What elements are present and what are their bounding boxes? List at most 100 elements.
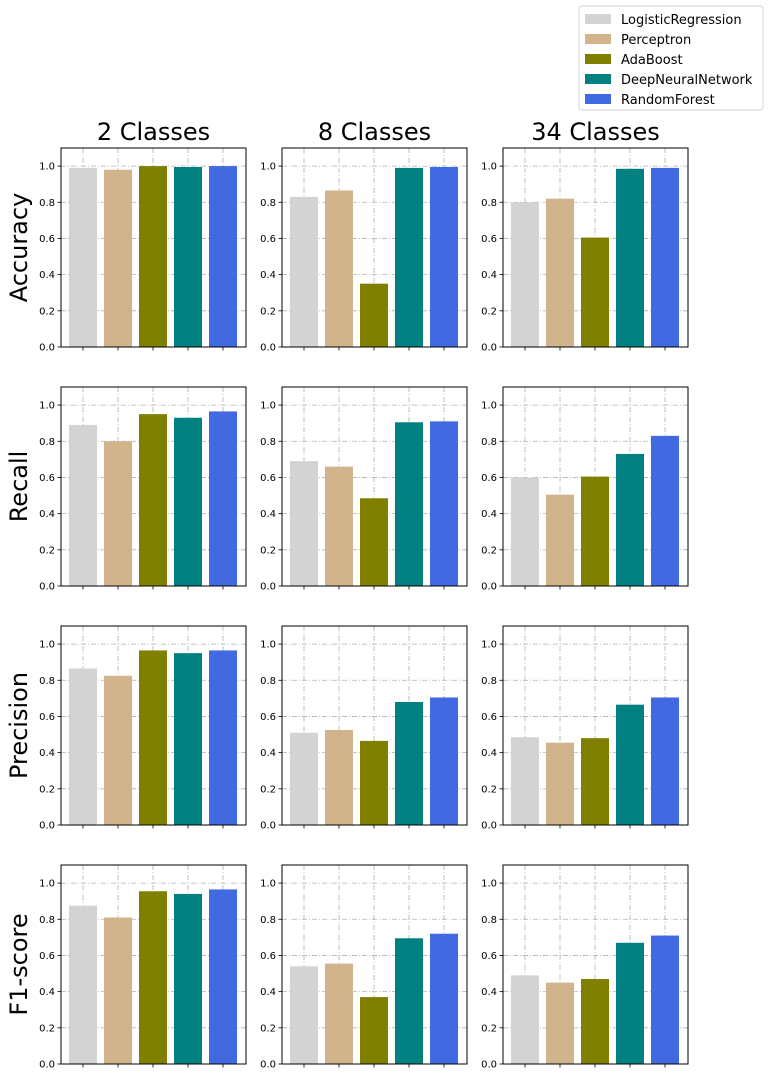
bar-f1-score-34-classes-randomforest bbox=[651, 935, 679, 1064]
y-tick-label: 0.4 bbox=[481, 270, 497, 281]
legend-label-deepneuralnetwork: DeepNeuralNetwork bbox=[621, 73, 753, 88]
legend-label-randomforest: RandomForest bbox=[621, 93, 715, 108]
y-tick-label: 0.0 bbox=[260, 1060, 276, 1071]
bar-precision-8-classes-randomforest bbox=[430, 697, 458, 825]
panel-f1-score-8-classes: 0.0 0.2 0.4 0.6 0.8 1.0 bbox=[260, 864, 468, 1071]
y-tick-label: 0.4 bbox=[39, 270, 55, 281]
bar-precision-34-classes-adaboost bbox=[581, 738, 609, 825]
bar-accuracy-8-classes-logisticregression bbox=[290, 196, 318, 347]
y-tick-label: 0.2 bbox=[481, 1023, 497, 1034]
legend-frame bbox=[578, 5, 764, 111]
y-tick-label: 0.4 bbox=[39, 509, 55, 520]
bar-accuracy-2-classes-deepneuralnetwork bbox=[174, 166, 202, 347]
bar-recall-8-classes-adaboost bbox=[360, 498, 388, 586]
bar-accuracy-2-classes-perceptron bbox=[104, 169, 132, 347]
y-tick-label: 0.4 bbox=[260, 748, 276, 759]
y-tick-label: 0.6 bbox=[39, 951, 55, 962]
bar-f1-score-2-classes-adaboost bbox=[139, 891, 167, 1064]
y-tick-label: 0.6 bbox=[260, 473, 276, 484]
y-tick-label: 0.2 bbox=[39, 545, 55, 556]
y-tick-label: 1.0 bbox=[260, 640, 276, 651]
y-tick-label: 0.8 bbox=[260, 915, 276, 926]
y-tick-label: 0.2 bbox=[260, 1023, 276, 1034]
y-tick-label: 0.0 bbox=[481, 821, 497, 832]
bar-recall-2-classes-deepneuralnetwork bbox=[174, 417, 202, 586]
bar-recall-34-classes-perceptron bbox=[546, 494, 574, 586]
panel-f1-score-34-classes: 0.0 0.2 0.4 0.6 0.8 1.0 bbox=[481, 864, 689, 1071]
bar-recall-2-classes-perceptron bbox=[104, 441, 132, 586]
row-label-f1-score: F1-score bbox=[5, 913, 33, 1015]
y-tick-label: 0.6 bbox=[260, 951, 276, 962]
y-tick-label: 0.6 bbox=[39, 473, 55, 484]
bar-recall-34-classes-randomforest bbox=[651, 435, 679, 586]
bar-recall-2-classes-logisticregression bbox=[69, 424, 97, 586]
bar-precision-34-classes-randomforest bbox=[651, 697, 679, 825]
y-tick-label: 0.0 bbox=[481, 582, 497, 593]
y-tick-label: 1.0 bbox=[39, 879, 55, 890]
bar-accuracy-34-classes-logisticregression bbox=[511, 202, 539, 347]
bar-accuracy-8-classes-perceptron bbox=[325, 190, 353, 347]
panel-accuracy-34-classes: 0.0 0.2 0.4 0.6 0.8 1.0 bbox=[481, 147, 689, 354]
bar-accuracy-2-classes-logisticregression bbox=[69, 167, 97, 347]
y-tick-label: 0.4 bbox=[481, 987, 497, 998]
bar-accuracy-34-classes-randomforest bbox=[651, 167, 679, 347]
bar-precision-8-classes-adaboost bbox=[360, 740, 388, 825]
bar-f1-score-8-classes-randomforest bbox=[430, 933, 458, 1064]
panel-f1-score-2-classes: 0.0 0.2 0.4 0.6 0.8 1.0 bbox=[39, 864, 247, 1071]
column-title-34-classes: 34 Classes bbox=[531, 118, 660, 146]
panel-precision-34-classes: 0.0 0.2 0.4 0.6 0.8 1.0 bbox=[481, 625, 689, 832]
bar-f1-score-34-classes-logisticregression bbox=[511, 975, 539, 1064]
y-tick-label: 0.8 bbox=[260, 437, 276, 448]
bar-accuracy-8-classes-randomforest bbox=[430, 166, 458, 347]
panel-frame bbox=[281, 386, 468, 587]
column-title-8-classes: 8 Classes bbox=[318, 118, 431, 146]
y-tick-label: 0.6 bbox=[481, 473, 497, 484]
bar-f1-score-34-classes-perceptron bbox=[546, 982, 574, 1064]
y-tick-label: 0.6 bbox=[481, 712, 497, 723]
y-tick-label: 0.8 bbox=[39, 437, 55, 448]
bar-precision-2-classes-randomforest bbox=[209, 650, 237, 825]
y-tick-label: 0.2 bbox=[481, 784, 497, 795]
bar-f1-score-2-classes-logisticregression bbox=[69, 905, 97, 1064]
y-tick-label: 0.0 bbox=[39, 821, 55, 832]
panel-frame bbox=[60, 864, 247, 1065]
chart-legend: LogisticRegression Perceptron AdaBoost Deep… bbox=[578, 5, 764, 111]
y-tick-label: 0.0 bbox=[39, 1060, 55, 1071]
y-tick-label: 1.0 bbox=[481, 640, 497, 651]
y-tick-label: 0.4 bbox=[39, 748, 55, 759]
y-tick-label: 0.0 bbox=[481, 343, 497, 354]
legend-swatch-deepneuralnetwork bbox=[585, 74, 611, 84]
panel-frame bbox=[281, 147, 468, 348]
y-tick-label: 0.6 bbox=[481, 234, 497, 245]
bar-precision-2-classes-perceptron bbox=[104, 675, 132, 825]
y-tick-label: 1.0 bbox=[260, 879, 276, 890]
bar-accuracy-34-classes-perceptron bbox=[546, 198, 574, 347]
y-tick-label: 0.8 bbox=[39, 198, 55, 209]
y-tick-label: 0.2 bbox=[39, 306, 55, 317]
bar-f1-score-8-classes-adaboost bbox=[360, 997, 388, 1064]
bar-precision-2-classes-logisticregression bbox=[69, 668, 97, 825]
bar-precision-8-classes-perceptron bbox=[325, 730, 353, 825]
bar-f1-score-8-classes-perceptron bbox=[325, 963, 353, 1064]
row-labels: Accuracy Recall Precision F1-score bbox=[5, 193, 33, 1016]
bar-precision-34-classes-perceptron bbox=[546, 742, 574, 825]
column-titles: 2 Classes 8 Classes 34 Classes bbox=[97, 118, 660, 146]
panel-frame bbox=[281, 625, 468, 826]
y-tick-label: 0.6 bbox=[260, 712, 276, 723]
y-tick-label: 0.4 bbox=[481, 748, 497, 759]
y-tick-label: 0.2 bbox=[39, 784, 55, 795]
bar-f1-score-2-classes-deepneuralnetwork bbox=[174, 893, 202, 1064]
y-tick-label: 0.0 bbox=[481, 1060, 497, 1071]
bar-accuracy-2-classes-randomforest bbox=[209, 166, 237, 347]
bar-f1-score-2-classes-randomforest bbox=[209, 889, 237, 1064]
y-tick-label: 1.0 bbox=[39, 162, 55, 173]
panel-frame bbox=[281, 864, 468, 1065]
panel-accuracy-8-classes: 0.0 0.2 0.4 0.6 0.8 1.0 bbox=[260, 147, 468, 354]
legend-swatch-randomforest bbox=[585, 94, 611, 104]
bar-accuracy-34-classes-deepneuralnetwork bbox=[616, 168, 644, 347]
y-tick-label: 0.2 bbox=[260, 784, 276, 795]
bar-f1-score-8-classes-deepneuralnetwork bbox=[395, 938, 423, 1064]
y-tick-label: 0.4 bbox=[481, 509, 497, 520]
y-tick-label: 0.8 bbox=[260, 676, 276, 687]
